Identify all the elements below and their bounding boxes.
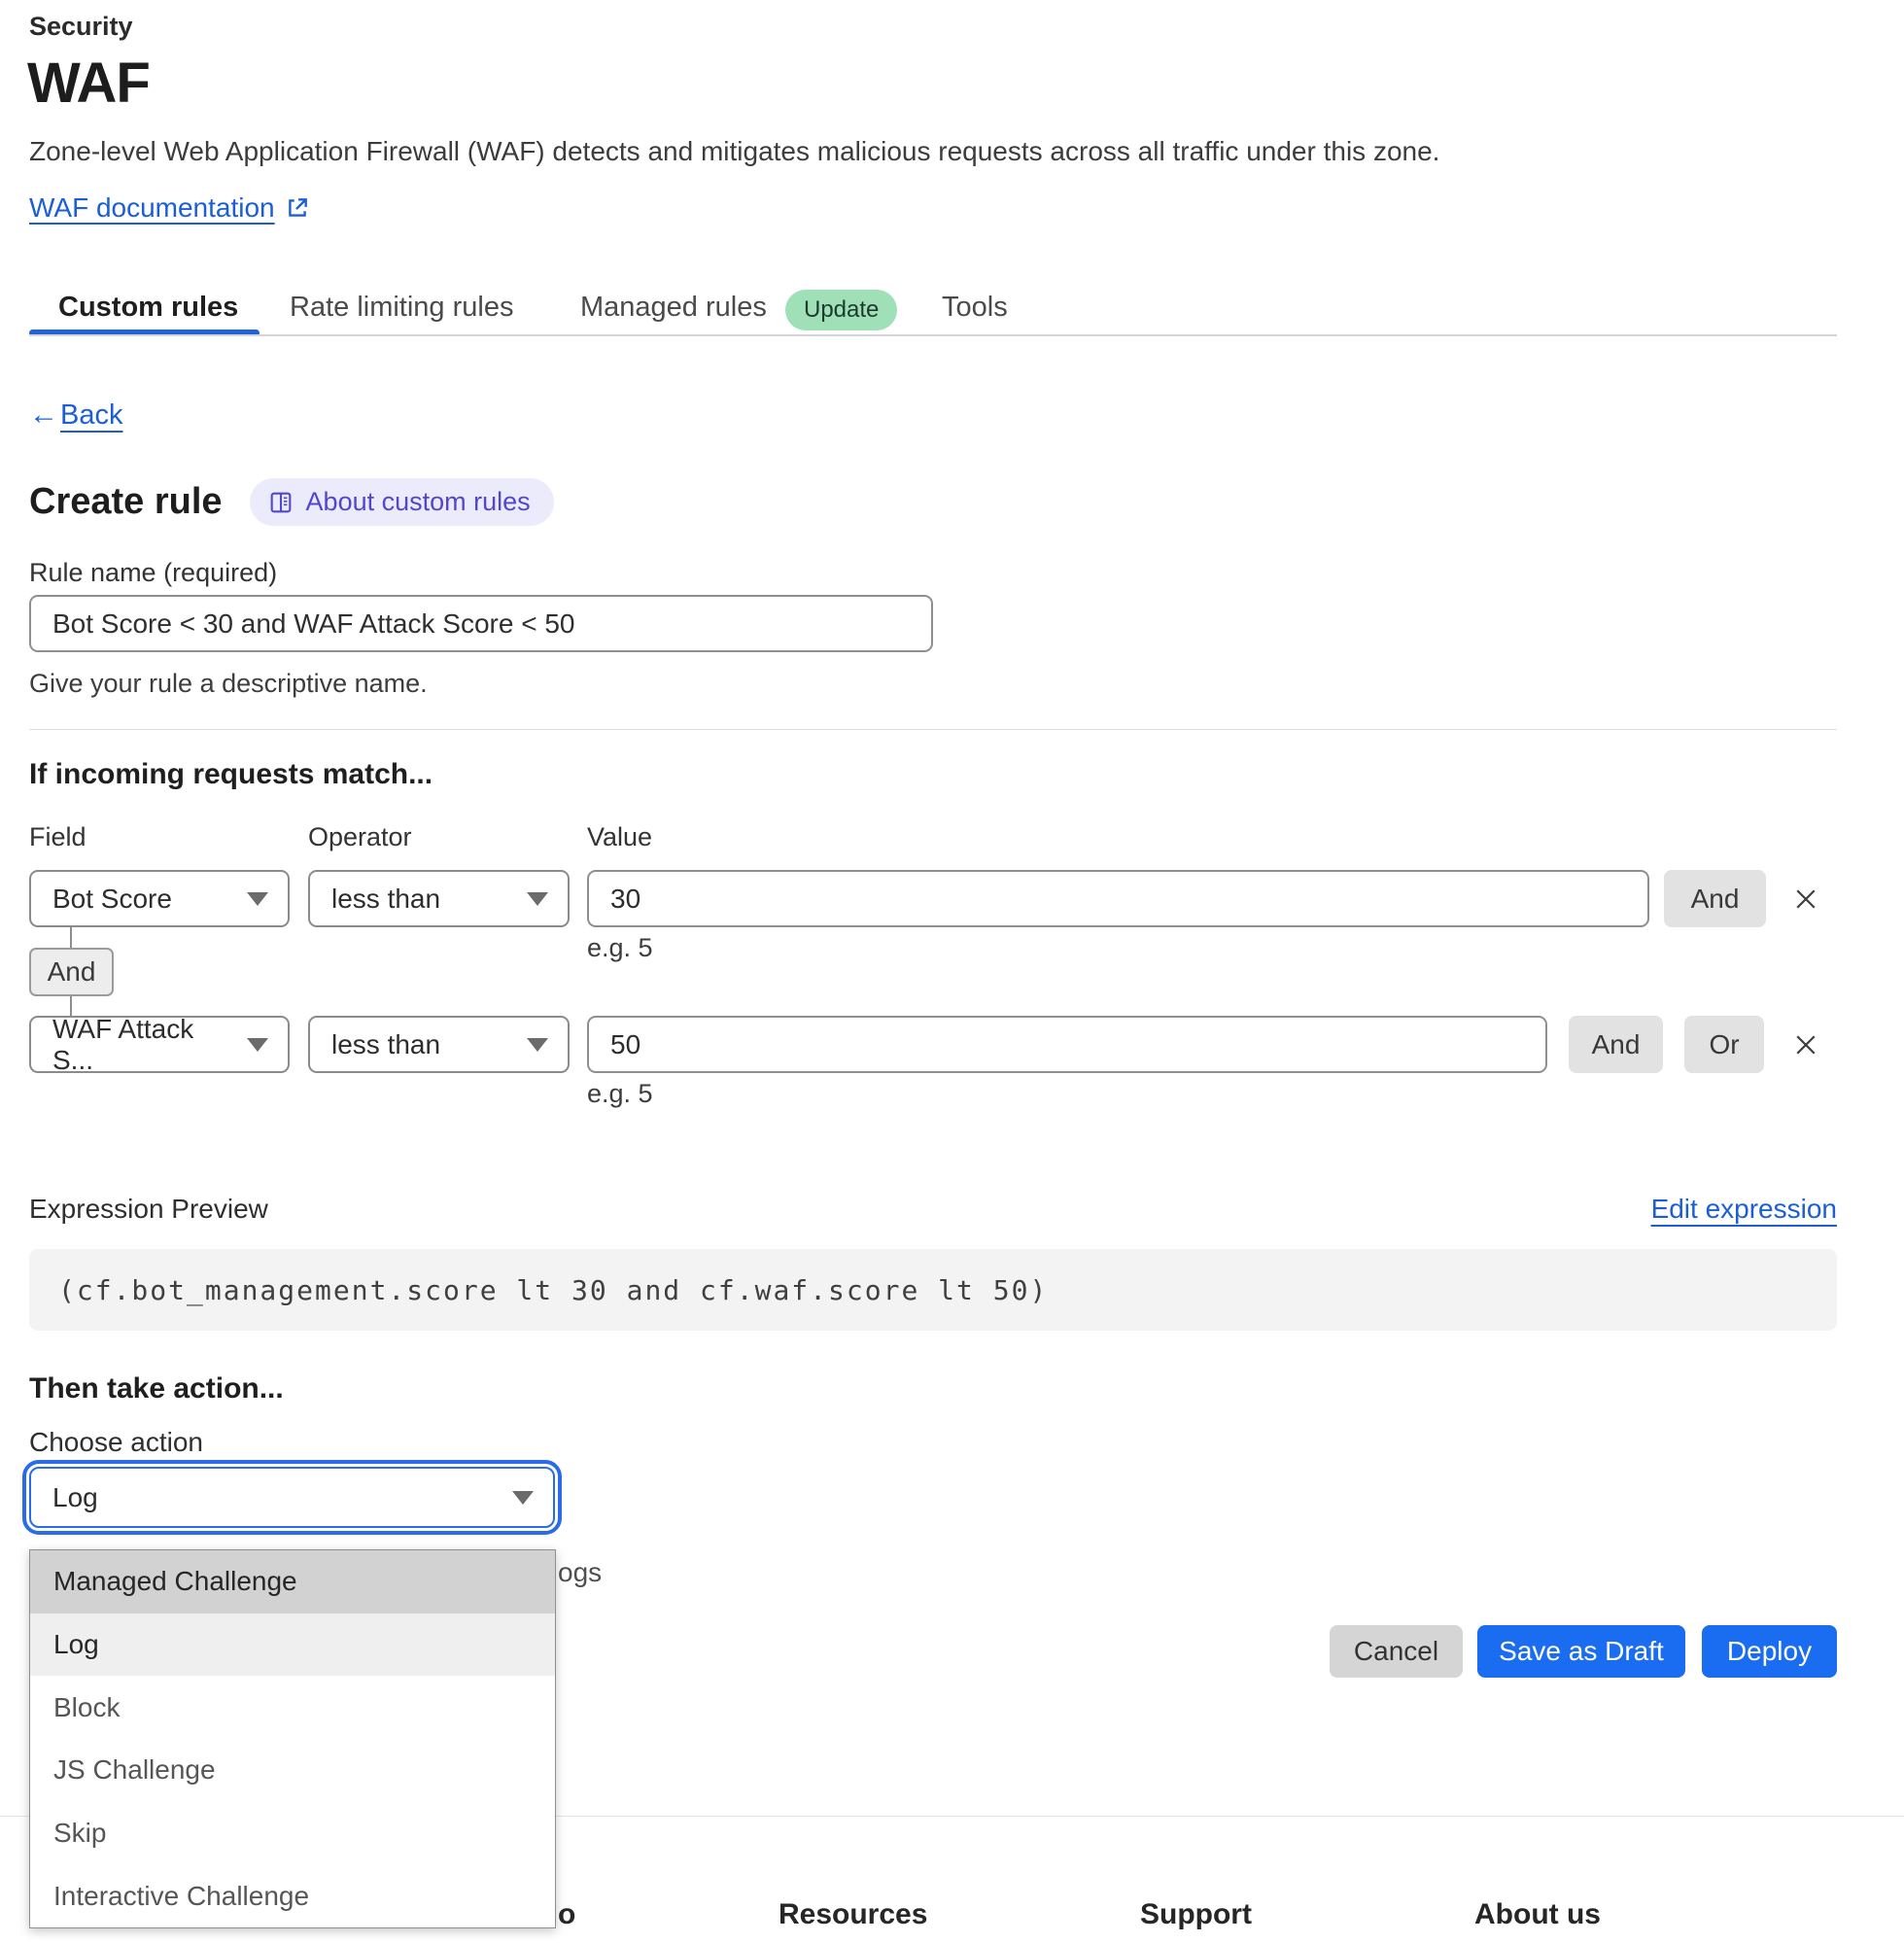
operator-select-row1[interactable]: less than [308, 870, 570, 927]
tab-managed-rules[interactable]: Managed rules [580, 292, 767, 323]
waf-documentation-link[interactable]: WAF documentation [29, 192, 310, 224]
footer-column-support: Support [1140, 1898, 1252, 1930]
operator-select-row2-value: less than [331, 1028, 441, 1059]
and-button-row2[interactable]: And [1569, 1016, 1663, 1073]
footer-column-about-us: About us [1474, 1898, 1601, 1930]
remove-row2-button[interactable] [1786, 1025, 1825, 1064]
connector-line-top [70, 927, 72, 948]
footer-divider [0, 1816, 1904, 1817]
and-button-row1[interactable]: And [1664, 870, 1766, 927]
value-column-label: Value [587, 822, 653, 851]
update-badge: Update [785, 290, 898, 330]
or-button-row2[interactable]: Or [1684, 1016, 1764, 1073]
footer-column-partial: o [558, 1898, 576, 1930]
field-column-label: Field [29, 822, 87, 851]
action-heading: Then take action... [29, 1372, 284, 1405]
field-select-row1-value: Bot Score [52, 883, 172, 914]
back-link[interactable]: ← Back [29, 399, 122, 432]
rule-name-help: Give your rule a descriptive name. [29, 669, 428, 698]
back-label: Back [60, 399, 123, 431]
option-skip[interactable]: Skip [53, 1818, 107, 1849]
option-block[interactable]: Block [53, 1691, 121, 1722]
field-select-row1[interactable]: Bot Score [29, 870, 290, 927]
expression-code: (cf.bot_management.score lt 30 and cf.wa… [58, 1273, 1049, 1306]
tabs-divider [29, 334, 1837, 336]
value-input-row2[interactable] [587, 1016, 1547, 1073]
save-as-draft-button[interactable]: Save as Draft [1477, 1625, 1685, 1678]
chevron-down-icon [247, 891, 268, 906]
remove-row1-button[interactable] [1786, 880, 1825, 919]
deploy-button[interactable]: Deploy [1702, 1625, 1837, 1678]
option-interactive-challenge[interactable]: Interactive Challenge [53, 1880, 310, 1911]
external-link-icon [285, 195, 310, 221]
page-title: WAF [27, 52, 151, 115]
option-js-challenge[interactable]: JS Challenge [53, 1754, 216, 1786]
field-select-row2[interactable]: WAF Attack S... [29, 1013, 290, 1075]
cancel-button[interactable]: Cancel [1330, 1625, 1463, 1678]
tab-rate-limiting-rules[interactable]: Rate limiting rules [290, 292, 514, 323]
match-heading: If incoming requests match... [29, 758, 433, 790]
operator-select-row1-value: less than [331, 883, 441, 914]
action-dropdown-menu: Managed Challenge Log Block JS Challenge… [29, 1549, 556, 1928]
chevron-down-icon [512, 1490, 534, 1505]
option-log[interactable]: Log [30, 1613, 555, 1677]
choose-action-select[interactable]: Log [22, 1460, 562, 1535]
about-custom-rules-badge[interactable]: About custom rules [249, 478, 554, 526]
operator-column-label: Operator [308, 822, 412, 851]
choose-action-label: Choose action [29, 1427, 204, 1457]
edit-expression-link[interactable]: Edit expression [1650, 1194, 1837, 1224]
back-arrow-icon: ← [29, 399, 58, 431]
chevron-down-icon [247, 1037, 268, 1052]
tab-custom-rules[interactable]: Custom rules [58, 292, 239, 323]
value-hint-row1: e.g. 5 [587, 933, 653, 962]
chevron-down-icon [527, 1037, 548, 1052]
expression-preview-label: Expression Preview [29, 1194, 268, 1224]
book-icon [267, 489, 294, 516]
about-custom-rules-label: About custom rules [305, 487, 531, 516]
operator-select-row2[interactable]: less than [308, 1016, 570, 1073]
footer-column-resources: Resources [779, 1898, 928, 1930]
connector-line-bottom [70, 996, 72, 1016]
waf-documentation-label: WAF documentation [29, 192, 275, 223]
value-hint-row2: e.g. 5 [587, 1079, 653, 1108]
option-managed-challenge[interactable]: Managed Challenge [30, 1550, 555, 1613]
row-joiner-and-button[interactable]: And [29, 948, 114, 996]
expression-code-block: (cf.bot_management.score lt 30 and cf.wa… [29, 1249, 1837, 1331]
active-tab-underline [29, 330, 260, 336]
rule-name-input[interactable] [29, 595, 933, 652]
action-description-partial: ogs [558, 1557, 603, 1587]
chevron-down-icon [527, 891, 548, 906]
create-rule-heading: Create rule [29, 481, 223, 522]
rule-name-label: Rule name (required) [29, 558, 278, 587]
value-input-row1[interactable] [587, 870, 1649, 927]
choose-action-value: Log [52, 1481, 98, 1512]
section-divider [29, 729, 1837, 730]
page-description: Zone-level Web Application Firewall (WAF… [29, 136, 1440, 166]
field-select-row2-value: WAF Attack S... [52, 1013, 194, 1075]
tab-tools[interactable]: Tools [942, 292, 1008, 323]
breadcrumb-security: Security [29, 12, 133, 41]
